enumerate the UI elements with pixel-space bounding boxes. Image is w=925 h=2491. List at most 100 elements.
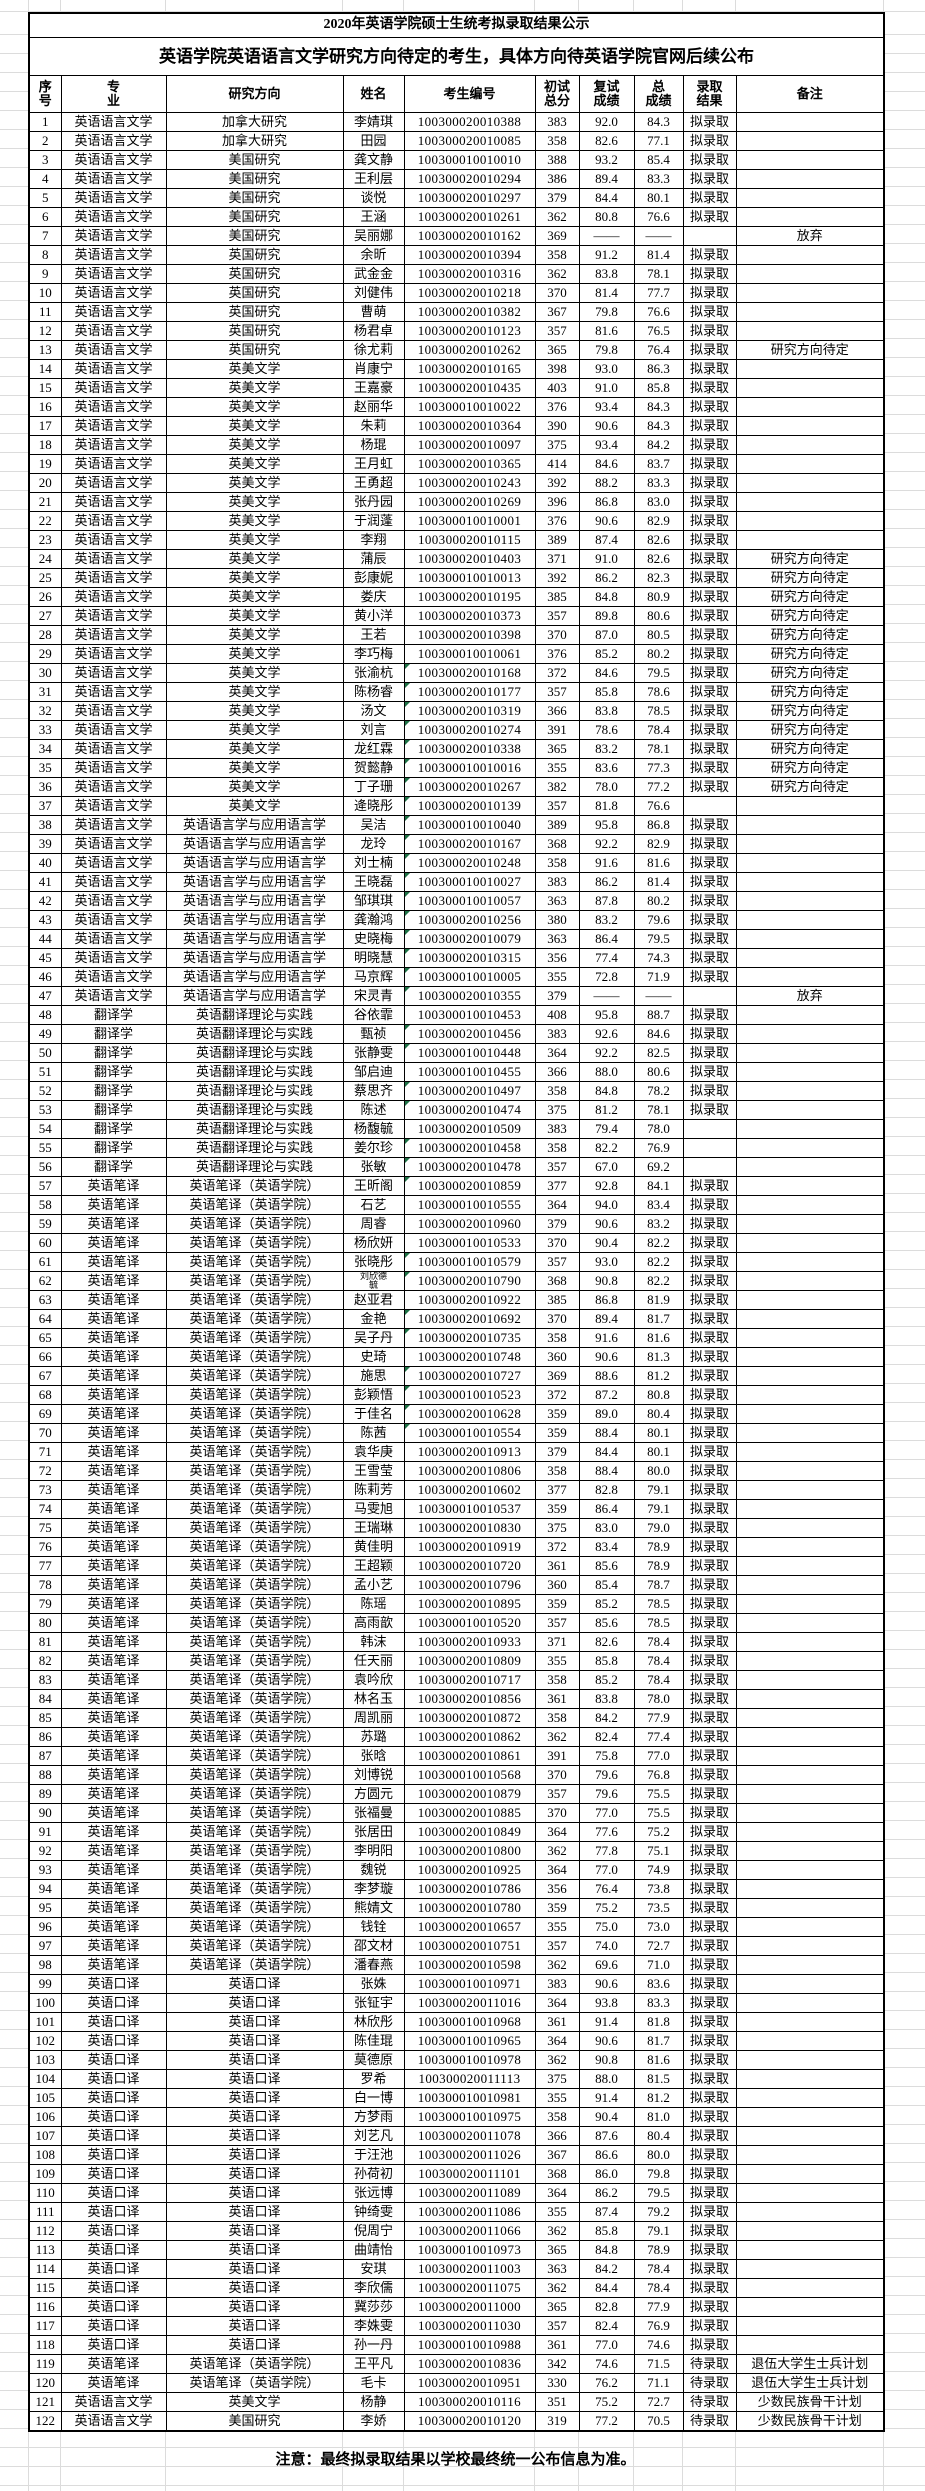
cell-note[interactable] xyxy=(735,2240,885,2260)
cell-initial_score[interactable]: 370 xyxy=(534,1803,580,1823)
cell-initial_score[interactable]: 361 xyxy=(534,1689,580,1709)
cell-name[interactable]: 张静雯 xyxy=(342,1043,405,1063)
cell-result[interactable]: 拟录取 xyxy=(682,245,737,265)
cell-candidate_id[interactable]: 100300020010720 xyxy=(403,1556,536,1576)
cell-total_score[interactable]: 72.7 xyxy=(633,1936,684,1956)
cell-retest_score[interactable]: 75.2 xyxy=(578,2392,635,2412)
cell-candidate_id[interactable]: 100300020010951 xyxy=(403,2373,536,2393)
cell-candidate_id[interactable]: 100300010010988 xyxy=(403,2335,536,2355)
cell-direction[interactable]: 英语翻译理论与实践 xyxy=(165,1157,344,1177)
cell-candidate_id[interactable]: 100300020010809 xyxy=(403,1651,536,1671)
cell-major[interactable]: 英语笔译 xyxy=(60,1670,167,1690)
cell-note[interactable] xyxy=(735,150,885,170)
cell-result[interactable]: 拟录取 xyxy=(682,853,737,873)
cell-result[interactable]: 拟录取 xyxy=(682,777,737,797)
cell-major[interactable]: 英语笔译 xyxy=(60,1328,167,1348)
cell-total_score[interactable]: 78.5 xyxy=(633,701,684,721)
cell-name[interactable]: 吴洁 xyxy=(342,815,405,835)
cell-initial_score[interactable]: 364 xyxy=(534,1043,580,1063)
cell-name[interactable]: 李翔 xyxy=(342,530,405,550)
cell-initial_score[interactable]: 364 xyxy=(534,2031,580,2051)
cell-total_score[interactable]: 78.1 xyxy=(633,1100,684,1120)
cell-name[interactable]: 罗希 xyxy=(342,2069,405,2089)
cell-name[interactable]: 黄佳明 xyxy=(342,1537,405,1557)
cell-note[interactable] xyxy=(735,169,885,189)
cell-result[interactable]: 拟录取 xyxy=(682,1879,737,1899)
cell-total_score[interactable]: 81.4 xyxy=(633,245,684,265)
cell-retest_score[interactable]: 85.2 xyxy=(578,1670,635,1690)
cell-candidate_id[interactable]: 100300010010057 xyxy=(403,891,536,911)
cell-direction[interactable]: 英美文学 xyxy=(165,758,344,778)
cell-candidate_id[interactable]: 100300020010097 xyxy=(403,435,536,455)
cell-total_score[interactable]: 78.2 xyxy=(633,1081,684,1101)
cell-retest_score[interactable]: 88.4 xyxy=(578,1423,635,1443)
cell-total_score[interactable]: 85.4 xyxy=(633,150,684,170)
cell-candidate_id[interactable]: 100300010010448 xyxy=(403,1043,536,1063)
cell-total_score[interactable]: 81.6 xyxy=(633,1328,684,1348)
cell-total_score[interactable]: 79.1 xyxy=(633,2221,684,2241)
cell-result[interactable]: 拟录取 xyxy=(682,1271,737,1291)
cell-initial_score[interactable]: 382 xyxy=(534,777,580,797)
cell-major[interactable]: 英语语言文学 xyxy=(60,416,167,436)
cell-no[interactable]: 89 xyxy=(28,1784,62,1804)
cell-retest_score[interactable]: 86.8 xyxy=(578,492,635,512)
cell-name[interactable]: 陈杨睿 xyxy=(342,682,405,702)
cell-result[interactable]: 拟录取 xyxy=(682,1689,737,1709)
cell-result[interactable]: 待录取 xyxy=(682,2373,737,2393)
cell-candidate_id[interactable]: 100300020010856 xyxy=(403,1689,536,1709)
cell-name[interactable]: 王晓磊 xyxy=(342,872,405,892)
cell-name[interactable]: 明晓慧 xyxy=(342,948,405,968)
cell-retest_score[interactable]: 91.2 xyxy=(578,245,635,265)
cell-result[interactable] xyxy=(682,1119,737,1139)
cell-initial_score[interactable]: 369 xyxy=(534,226,580,246)
cell-result[interactable]: 拟录取 xyxy=(682,2221,737,2241)
cell-total_score[interactable]: 79.6 xyxy=(633,910,684,930)
cell-candidate_id[interactable]: 100300010010968 xyxy=(403,2012,536,2032)
cell-note[interactable] xyxy=(735,2031,885,2051)
cell-retest_score[interactable]: 89.8 xyxy=(578,606,635,626)
cell-note[interactable] xyxy=(735,929,885,949)
cell-result[interactable] xyxy=(682,1157,737,1177)
cell-no[interactable]: 79 xyxy=(28,1594,62,1614)
cell-name[interactable]: 杨馥毓 xyxy=(342,1119,405,1139)
cell-direction[interactable]: 美国研究 xyxy=(165,207,344,227)
cell-total_score[interactable]: 82.2 xyxy=(633,1271,684,1291)
cell-candidate_id[interactable]: 100300010010568 xyxy=(403,1765,536,1785)
cell-major[interactable]: 英语笔译 xyxy=(60,1176,167,1196)
cell-major[interactable]: 英语笔译 xyxy=(60,1461,167,1481)
cell-retest_score[interactable]: 83.6 xyxy=(578,758,635,778)
cell-note[interactable] xyxy=(735,1480,885,1500)
cell-direction[interactable]: 英语语言学与应用语言学 xyxy=(165,834,344,854)
cell-total_score[interactable]: 74.3 xyxy=(633,948,684,968)
cell-major[interactable]: 英语笔译 xyxy=(60,1442,167,1462)
cell-note[interactable]: 退伍大学生士兵计划 xyxy=(735,2373,885,2393)
cell-initial_score[interactable]: 365 xyxy=(534,2297,580,2317)
cell-initial_score[interactable]: 375 xyxy=(534,1100,580,1120)
cell-major[interactable]: 英语口译 xyxy=(60,2126,167,2146)
cell-candidate_id[interactable]: 100300010010579 xyxy=(403,1252,536,1272)
cell-no[interactable]: 28 xyxy=(28,625,62,645)
cell-candidate_id[interactable]: 100300020011016 xyxy=(403,1993,536,2013)
cell-name[interactable]: 史琦 xyxy=(342,1347,405,1367)
cell-major[interactable]: 英语语言文学 xyxy=(60,302,167,322)
cell-retest_score[interactable]: 87.6 xyxy=(578,2126,635,2146)
cell-candidate_id[interactable]: 100300020010960 xyxy=(403,1214,536,1234)
cell-candidate_id[interactable]: 100300020010598 xyxy=(403,1955,536,1975)
cell-total_score[interactable]: 80.4 xyxy=(633,2126,684,2146)
cell-note[interactable] xyxy=(735,967,885,987)
cell-major[interactable]: 英语笔译 xyxy=(60,1594,167,1614)
cell-note[interactable] xyxy=(735,872,885,892)
cell-result[interactable]: 拟录取 xyxy=(682,2335,737,2355)
cell-note[interactable] xyxy=(735,2183,885,2203)
cell-direction[interactable]: 英语语言学与应用语言学 xyxy=(165,872,344,892)
cell-name[interactable]: 曹萌 xyxy=(342,302,405,322)
cell-retest_score[interactable]: 82.8 xyxy=(578,1480,635,1500)
cell-note[interactable] xyxy=(735,511,885,531)
cell-initial_score[interactable]: 357 xyxy=(534,1252,580,1272)
cell-candidate_id[interactable]: 100300020010861 xyxy=(403,1746,536,1766)
cell-total_score[interactable]: 80.0 xyxy=(633,1461,684,1481)
cell-candidate_id[interactable]: 100300020010248 xyxy=(403,853,536,873)
cell-name[interactable]: 袁华庚 xyxy=(342,1442,405,1462)
cell-no[interactable]: 10 xyxy=(28,283,62,303)
cell-major[interactable]: 英语笔译 xyxy=(60,1252,167,1272)
